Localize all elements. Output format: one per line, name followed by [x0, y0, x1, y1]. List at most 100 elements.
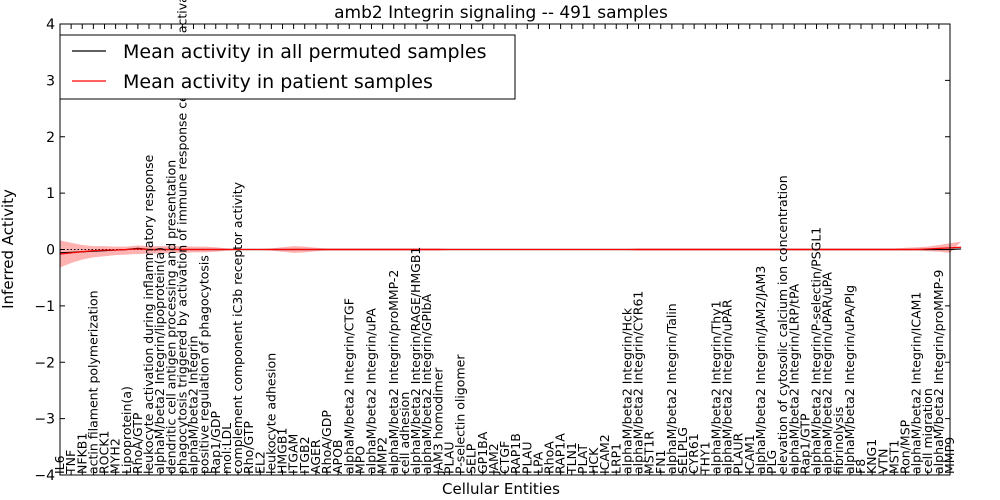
- y-tick-label: 1: [46, 186, 55, 202]
- x-tick-label: PLAUR: [731, 433, 746, 474]
- x-tick-label: THY1: [697, 441, 712, 475]
- x-tick-label: cell migration: [920, 388, 935, 474]
- y-tick-label: −4: [34, 468, 55, 484]
- x-tick-label: JAM3 homodimer: [430, 367, 445, 475]
- x-tick-label: HCK: [586, 447, 601, 474]
- x-tick-label: positive regulation of phagocytosis: [197, 255, 212, 474]
- x-tick-label: RhoA/GTP: [130, 412, 145, 474]
- x-tick-label: KNG1: [864, 439, 879, 474]
- x-tick-label: PLAU: [519, 442, 534, 475]
- x-tick-label: IL6: [52, 455, 67, 474]
- x-tick-label: alphaM/beta2 Integrin/lipoprotein(a): [152, 247, 167, 474]
- x-tick-label: alphaM/beta2 Integrin/uPA: [364, 308, 379, 474]
- x-tick-label: MYH2: [108, 438, 123, 474]
- x-tick-label: alphaM/beta2 Integrin/ICAM1: [909, 292, 924, 474]
- x-tick-label: SELP: [464, 443, 479, 474]
- x-tick-label: alphaM/beta2 Integrin/CTGF: [341, 298, 356, 474]
- x-tick-label: MST1: [886, 440, 901, 474]
- x-tick-label: alphaM/beta2 Integrin/CYR61: [631, 291, 646, 474]
- x-tick-label: LPA: [530, 451, 545, 474]
- x-tick-label: ITGB2: [297, 436, 312, 474]
- x-tick-label: complement component iC3b receptor activ…: [230, 181, 245, 474]
- x-tick-label: cell adhesion: [397, 392, 412, 474]
- y-tick-label: 4: [46, 17, 55, 33]
- x-tick-label: HMGB1: [275, 428, 290, 474]
- x-tick-label: Ron/MSP: [898, 419, 913, 474]
- x-tick-label: NFKB1: [74, 433, 89, 474]
- x-tick-label: alphaM/beta2 Integrin/uPA/Plg: [842, 285, 857, 474]
- x-tick-label: RAP1A: [553, 433, 568, 474]
- y-tick-label: −3: [34, 412, 55, 428]
- x-tick-label: EL2: [252, 451, 267, 474]
- x-tick-label: FN1: [653, 450, 668, 475]
- x-tick-label: VTN: [875, 448, 890, 474]
- x-tick-label: alphaM/beta2 Integrin/RAGE/HMGB1: [408, 247, 423, 474]
- x-tick-label: PLG: [764, 450, 779, 474]
- x-tick-label: actin filament polymerization: [85, 290, 100, 474]
- x-tick-label: dendritic cell antigen processing and pr…: [163, 160, 178, 474]
- x-tick-label: Rho/GTP: [241, 421, 256, 474]
- x-tick-label: ICAM1: [742, 434, 757, 474]
- x-tick-label: MMP9: [942, 437, 957, 474]
- x-tick-label: P-selectin oligomer: [453, 354, 468, 474]
- x-tick-label: PLAU: [441, 442, 456, 475]
- x-tick-label: SELPLG: [675, 427, 690, 474]
- x-tick-label: fibrinolysis: [831, 407, 846, 474]
- x-tick-label: LRP1: [608, 443, 623, 474]
- x-tick-label: RhoA/GDP: [319, 410, 334, 474]
- x-tick-label: RAP1B: [508, 433, 523, 474]
- y-axis-title: Inferred Activity: [0, 189, 17, 309]
- x-tick-label: F8: [853, 459, 868, 474]
- x-tick-label: alphaM/beta2 Integrin: [186, 336, 201, 474]
- chart-title: amb2 Integrin signaling -- 491 samples: [334, 3, 668, 23]
- x-tick-label: ICAM2: [597, 434, 612, 474]
- x-tick-label: Lipoprotein(a): [119, 386, 134, 474]
- x-tick-label: Rap1/GDP: [208, 411, 223, 474]
- x-tick-label: MST1R: [642, 431, 657, 474]
- x-tick-label: alphaM/beta2 Integrin/proMMP-9: [931, 270, 946, 474]
- legend-box: [59, 34, 516, 100]
- x-tick-label: PLAT: [575, 444, 590, 474]
- x-tick-label: alphaM/beta2 Integrin/LRP/tPA: [786, 283, 801, 474]
- legend-label-permuted: Mean activity in all permuted samples: [123, 41, 486, 63]
- x-tick-label: alphaM/beta2 Integrin/uPAR/uPA: [820, 272, 835, 474]
- x-tick-label: MPO: [352, 446, 367, 474]
- x-tick-label: alphaM/beta2 Integrin/Thy1: [708, 300, 723, 474]
- x-tick-label: alphaM/beta2 Integrin/proMMP-2: [386, 270, 401, 474]
- x-tick-label: ITGAM: [286, 434, 301, 474]
- x-tick-label: APOB: [330, 439, 345, 474]
- x-tick-label: alphaM/beta2 Integrin/uPAR: [720, 299, 735, 474]
- x-tick-label: alphaM/beta2 Integrin/Hck: [619, 307, 634, 474]
- series-line-patient: [59, 246, 962, 255]
- x-tick-label: alphaM/beta2 Integrin/JAM2/JAM3: [753, 266, 768, 474]
- x-tick-label: JAM2: [486, 443, 501, 475]
- y-tick-label: −2: [34, 355, 55, 371]
- x-axis-title: Cellular Entities: [442, 480, 560, 498]
- x-tick-label: AGER: [308, 439, 323, 474]
- x-tick-label: ROCK1: [97, 431, 112, 474]
- y-tick-label: −1: [34, 299, 55, 315]
- activity-band: [60, 240, 962, 268]
- x-tick-label: alphaM/beta2 Integrin/GPIbA: [419, 294, 434, 474]
- x-tick-label: CYR61: [686, 433, 701, 474]
- y-tick-label: 2: [46, 130, 55, 146]
- x-tick-label: leukocyte adhesion: [263, 353, 278, 474]
- x-tick-label: GP1BA: [475, 431, 490, 474]
- legend-label-patient: Mean activity in patient samples: [123, 71, 433, 93]
- x-tick-label: elevation of cytosolic calcium ion conce…: [775, 175, 790, 474]
- x-tick-label: CTGF: [497, 441, 512, 474]
- x-tick-label: mol:LDL: [219, 423, 234, 474]
- x-tick-label: phagocytosis triggered by activation of …: [174, 0, 189, 474]
- x-tick-label: MMP2: [375, 437, 390, 474]
- x-tick-label: leukocyte activation during inflammatory…: [141, 154, 156, 474]
- x-tick-label: alphaM/beta2 Integrin/Talin: [664, 303, 679, 474]
- x-tick-label: alphaM/beta2 Integrin/P-selectin/PSGL1: [809, 227, 824, 474]
- x-tick-label: Rap1/GTP: [797, 413, 812, 474]
- y-tick-label: 3: [46, 73, 55, 89]
- y-tick-label: 0: [46, 243, 55, 259]
- legend: Mean activity in all permuted samples Me…: [59, 34, 516, 100]
- x-tick-label: TLN1: [564, 442, 579, 475]
- x-tick-label: TNF: [63, 450, 78, 475]
